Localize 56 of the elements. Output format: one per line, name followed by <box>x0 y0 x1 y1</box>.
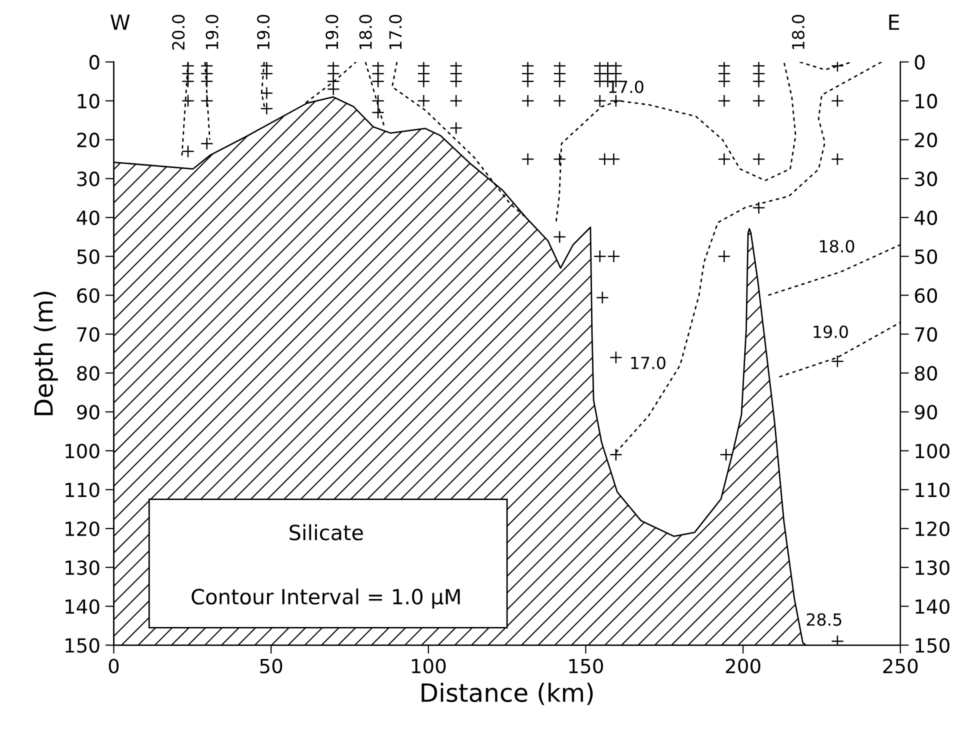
y-tick-label: 40 <box>76 210 100 226</box>
annotation: 19.0 <box>814 326 848 338</box>
annotation: 18.0 <box>359 14 372 50</box>
y-tick-label: 60 <box>77 288 100 303</box>
y-tick-label: 0 <box>89 54 100 70</box>
y2-tick-label: 110 <box>916 482 950 498</box>
y-tick-label: 150 <box>66 638 100 653</box>
y2-tick-label: 130 <box>916 560 950 576</box>
y-tick-label: 100 <box>66 444 100 458</box>
annotation: 18.0 <box>792 14 805 50</box>
annotation: 18.0 <box>820 240 854 253</box>
annotation: 19.0 <box>326 14 338 50</box>
x-tick-label: 250 <box>883 658 918 674</box>
y-tick-label: 80 <box>77 366 100 381</box>
y2-tick-label: 90 <box>914 404 938 420</box>
y2-tick-label: 140 <box>916 599 950 614</box>
y2-tick-label: 50 <box>915 249 938 264</box>
y2-tick-label: 120 <box>916 521 950 536</box>
y2-tick-label: 20 <box>914 132 938 148</box>
y2-tick-label: 70 <box>915 327 938 342</box>
annotation: 17.0 <box>631 356 666 370</box>
text: E <box>889 14 900 30</box>
x-tick-label: 150 <box>569 658 603 674</box>
y2-tick-label: 0 <box>914 54 925 70</box>
annotation: 19.0 <box>257 14 270 50</box>
y-tick-label: 50 <box>77 249 100 264</box>
annotation: 17.0 <box>389 14 402 50</box>
annotation: Silicate <box>290 524 363 540</box>
annotation: 20.0 <box>172 14 185 50</box>
y2-tick-label: 100 <box>916 444 950 458</box>
y2-tick-label: 40 <box>914 210 938 226</box>
text: W <box>110 14 130 30</box>
y-tick-label: 20 <box>77 132 100 148</box>
line-series <box>555 62 796 222</box>
x-axis-title: Distance (km) <box>422 682 593 706</box>
y-axis-title: Depth (m) <box>34 292 58 416</box>
y-tick-label: 30 <box>77 172 100 186</box>
x-tick-label: 0 <box>108 658 119 674</box>
y2-tick-label: 10 <box>916 94 938 109</box>
y2-tick-label: 80 <box>914 366 938 381</box>
x-tick-label: 100 <box>412 658 446 674</box>
annotation: 19.0 <box>206 14 218 50</box>
y2-tick-label: 30 <box>915 172 938 186</box>
y-tick-label: 130 <box>66 560 100 576</box>
y-tick-label: 70 <box>77 327 100 342</box>
y2-tick-label: 60 <box>914 288 938 303</box>
y-tick-label: 10 <box>78 94 100 109</box>
y-tick-label: 140 <box>66 599 100 614</box>
x-tick-label: 50 <box>260 658 282 674</box>
x-tick-label: 200 <box>726 658 760 674</box>
annotation: 28.5 <box>806 613 842 626</box>
y-tick-label: 90 <box>77 404 100 420</box>
y2-tick-label: 150 <box>916 638 950 653</box>
y-tick-label: 120 <box>66 521 100 536</box>
y-tick-label: 110 <box>66 482 100 498</box>
annotation: Contour Interval = 1.0 μM <box>192 588 460 609</box>
